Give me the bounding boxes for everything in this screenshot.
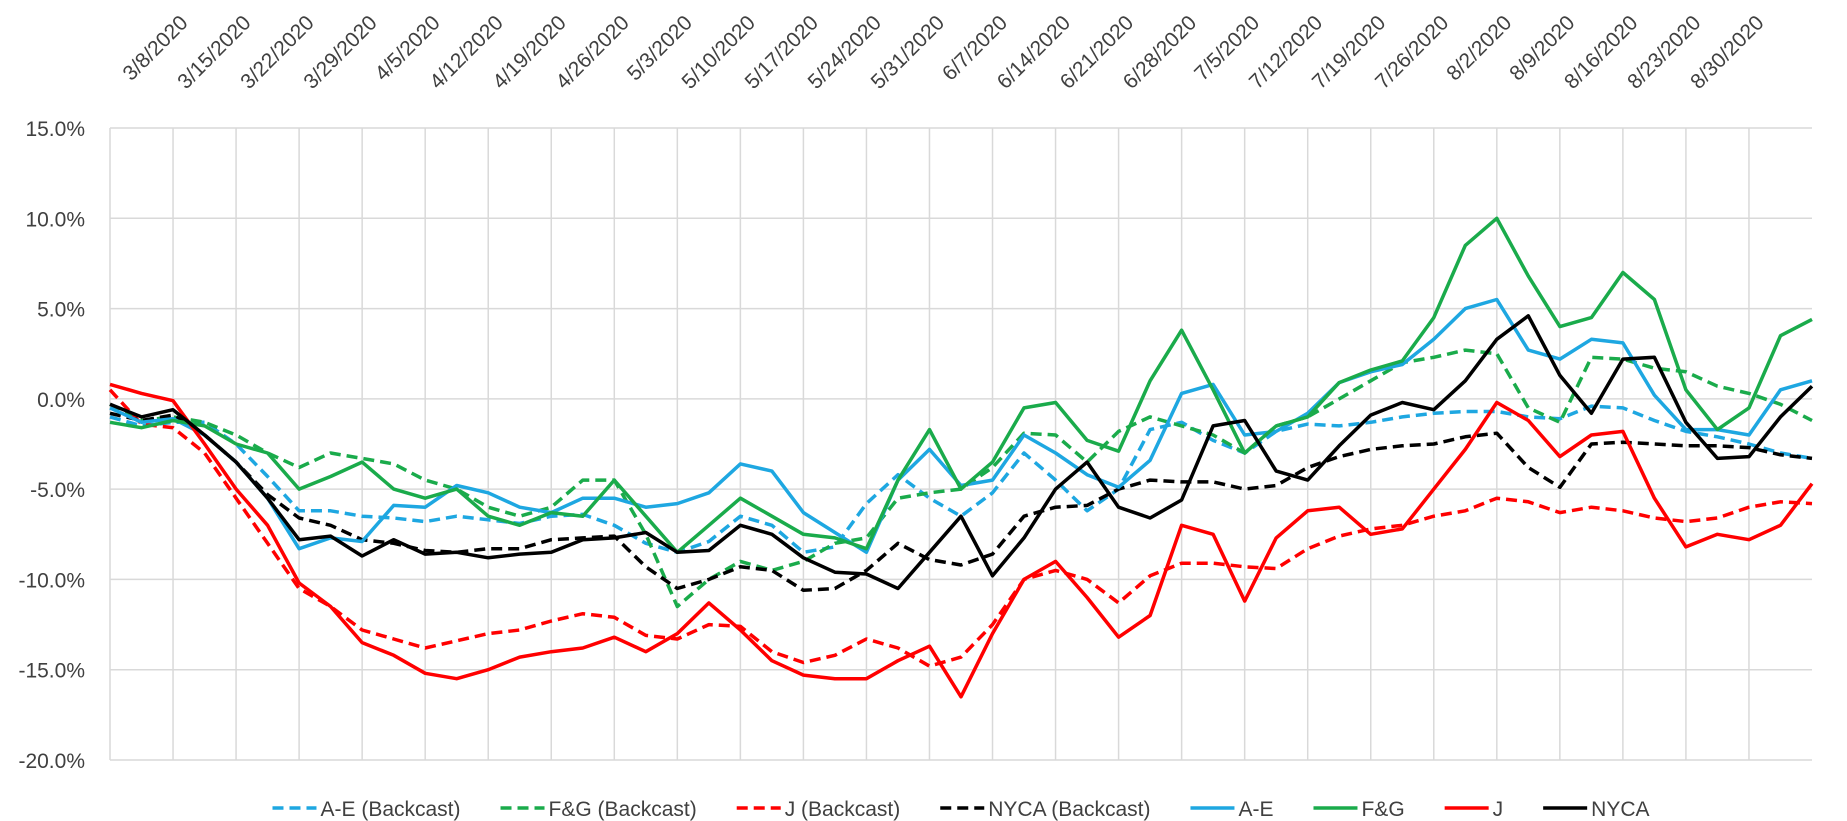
series-line [109, 216, 1813, 555]
legend-item: J [1444, 798, 1504, 821]
series-line [109, 382, 1814, 699]
series-line [109, 404, 1813, 555]
legend-item: A-E (Backcast) [272, 798, 461, 821]
legend-item: NYCA (Backcast) [940, 798, 1150, 821]
legend-item: A-E [1190, 798, 1273, 821]
legend-item: J (Backcast) [736, 798, 901, 821]
y-tick-label: 5.0% [37, 299, 85, 322]
series-line [109, 411, 1813, 593]
y-tick-label: 10.0% [25, 208, 85, 231]
y-tick-label: -5.0% [30, 479, 85, 502]
series-line [109, 314, 1814, 591]
legend-label: NYCA [1591, 798, 1649, 821]
series-line [109, 348, 1813, 609]
series-line [108, 388, 1813, 668]
legend-label: F&G (Backcast) [549, 798, 697, 821]
legend-item: NYCA [1543, 798, 1650, 821]
y-tick-label: -10.0% [18, 569, 85, 592]
legend: A-E (Backcast) F&G (Backcast) J (Backcast)… [272, 798, 1650, 821]
x-tick-label: 8/2/2020 [1442, 11, 1516, 85]
legend-label: NYCA (Backcast) [988, 798, 1150, 821]
legend-label: A-E [1238, 798, 1273, 821]
legend-label: J [1493, 798, 1504, 821]
y-tick-label: 15.0% [25, 118, 85, 141]
legend-label: J (Backcast) [785, 798, 901, 821]
legend-item: F&G (Backcast) [500, 798, 697, 821]
y-tick-label: -15.0% [18, 660, 85, 683]
legend-item: F&G [1313, 798, 1405, 821]
series-line [109, 297, 1813, 555]
y-tick-label: -20.0% [18, 750, 85, 773]
y-tick-label: 0.0% [37, 389, 85, 412]
legend-label: F&G [1361, 798, 1404, 821]
legend-label: A-E (Backcast) [320, 798, 460, 821]
